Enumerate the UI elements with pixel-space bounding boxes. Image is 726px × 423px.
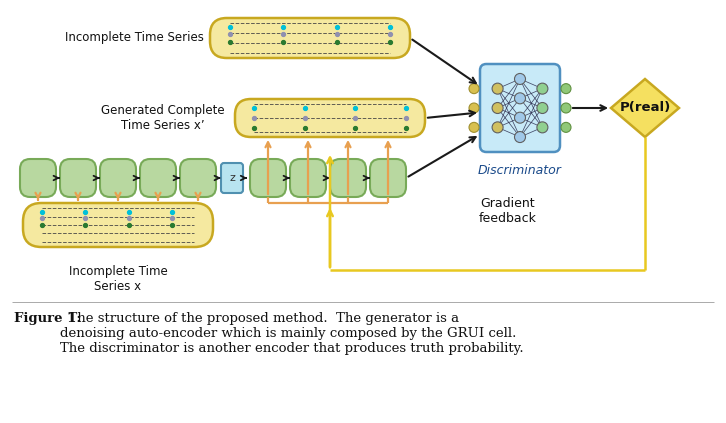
FancyBboxPatch shape [20, 159, 56, 197]
Circle shape [515, 132, 526, 143]
Text: Gradient
feedback: Gradient feedback [478, 197, 537, 225]
Text: Figure 1:: Figure 1: [14, 312, 81, 325]
FancyBboxPatch shape [290, 159, 326, 197]
Polygon shape [611, 79, 679, 137]
Circle shape [469, 84, 479, 93]
Circle shape [492, 83, 503, 94]
Circle shape [537, 83, 548, 94]
FancyBboxPatch shape [60, 159, 96, 197]
FancyBboxPatch shape [221, 163, 243, 193]
FancyBboxPatch shape [250, 159, 286, 197]
FancyBboxPatch shape [235, 99, 425, 137]
Circle shape [492, 102, 503, 113]
Circle shape [537, 122, 548, 133]
Circle shape [561, 122, 571, 132]
FancyBboxPatch shape [23, 203, 213, 247]
FancyBboxPatch shape [210, 18, 410, 58]
Circle shape [561, 103, 571, 113]
FancyBboxPatch shape [480, 64, 560, 152]
Text: P(real): P(real) [619, 102, 671, 115]
Circle shape [537, 102, 548, 113]
FancyBboxPatch shape [370, 159, 406, 197]
Circle shape [515, 112, 526, 123]
Text: Incomplete Time Series: Incomplete Time Series [65, 31, 204, 44]
Circle shape [561, 84, 571, 93]
FancyBboxPatch shape [330, 159, 366, 197]
Circle shape [515, 93, 526, 104]
Circle shape [469, 122, 479, 132]
Circle shape [492, 122, 503, 133]
FancyBboxPatch shape [140, 159, 176, 197]
FancyBboxPatch shape [100, 159, 136, 197]
Text: z: z [229, 173, 235, 183]
Circle shape [469, 103, 479, 113]
Text: Incomplete Time
Series x: Incomplete Time Series x [69, 265, 168, 293]
Text: Discriminator: Discriminator [478, 164, 562, 177]
Text: Generated Complete
Time Series x’: Generated Complete Time Series x’ [101, 104, 225, 132]
FancyBboxPatch shape [180, 159, 216, 197]
Text: The structure of the proposed method.  The generator is a
denoising auto-encoder: The structure of the proposed method. Th… [60, 312, 523, 355]
Circle shape [515, 74, 526, 85]
